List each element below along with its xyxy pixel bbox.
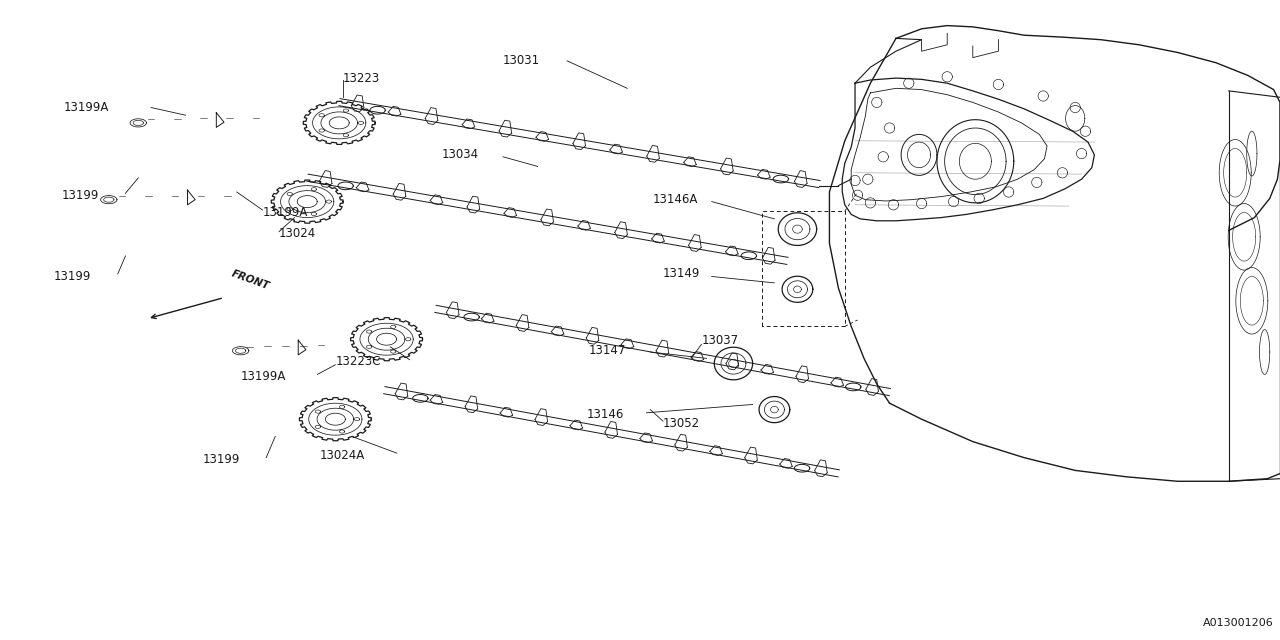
Text: FRONT: FRONT <box>230 268 271 291</box>
Text: 13149: 13149 <box>663 268 700 280</box>
Text: 13024: 13024 <box>279 227 316 240</box>
Text: 13199A: 13199A <box>241 370 285 383</box>
Text: A013001206: A013001206 <box>1203 618 1274 628</box>
Text: 13199A: 13199A <box>64 101 109 114</box>
Text: 13199: 13199 <box>61 189 99 202</box>
Text: 13199: 13199 <box>202 453 239 466</box>
Text: 13199A: 13199A <box>262 206 307 219</box>
Text: 13034: 13034 <box>442 148 479 161</box>
Text: 13052: 13052 <box>663 417 700 430</box>
Text: 13223C: 13223C <box>335 355 381 368</box>
Text: 13031: 13031 <box>503 54 540 67</box>
Text: 13146: 13146 <box>586 408 623 421</box>
Text: 13147: 13147 <box>589 344 626 357</box>
Text: 13199: 13199 <box>54 270 91 283</box>
Text: 13146A: 13146A <box>653 193 698 206</box>
Text: 13037: 13037 <box>701 334 739 347</box>
Text: 13223: 13223 <box>343 72 380 84</box>
Text: 13024A: 13024A <box>320 449 365 462</box>
